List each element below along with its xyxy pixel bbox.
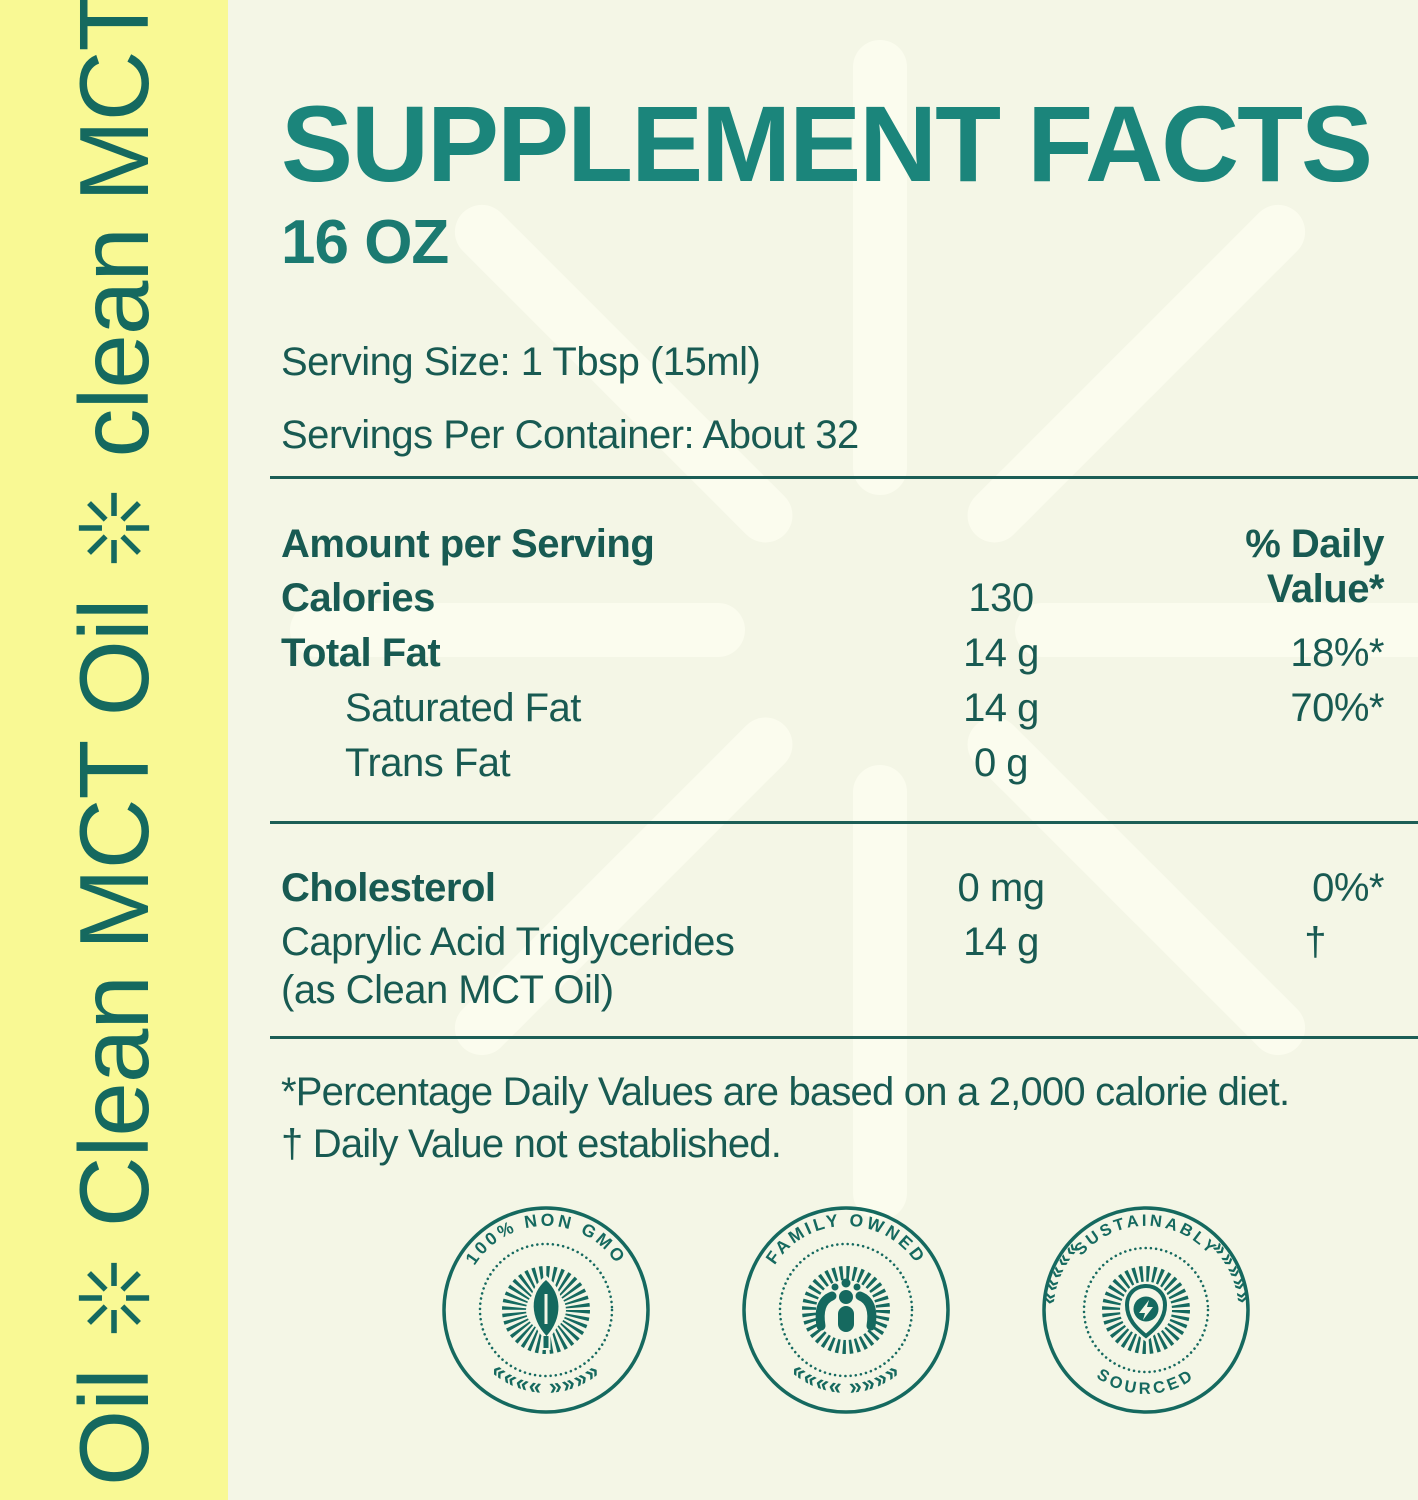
nutrient-amount: 130: [968, 576, 1034, 620]
brand-text-segment: Oil: [59, 1369, 169, 1486]
table-row: Saturated Fat 14 g 70%*: [281, 686, 1390, 731]
table-row: Total Fat 14 g 18%*: [281, 631, 1390, 676]
page-title: SUPPLEMENT FACTS: [281, 83, 1373, 204]
badge-label: 100% NON GMO: [461, 1210, 627, 1269]
table-row: Caprylic Acid Triglycerides (as Clean MCT…: [281, 920, 1390, 1013]
nutrient-dv: 18%*: [1290, 631, 1384, 675]
badge-label: FAMILY OWNED: [762, 1210, 928, 1268]
svg-text:SOURCED: SOURCED: [1094, 1365, 1199, 1397]
nutrient-name: Caprylic Acid Triglycerides (as Clean MCT…: [281, 920, 1390, 1013]
sun-icon: [78, 493, 150, 564]
servings-per-container-line: Servings Per Container: About 32: [281, 413, 859, 457]
nutrient-dv: 0%*: [1312, 866, 1384, 910]
non-gmo-badge: 100% NON GMO «««« »»»»: [442, 1206, 650, 1414]
serving-size-line: Serving Size: 1 Tbsp (15ml): [281, 340, 761, 384]
nutrient-amount: 14 g: [963, 631, 1039, 675]
family-owned-badge: FAMILY OWNED «««« »»»»: [742, 1206, 950, 1414]
badge-label-top: SUSTAINABLY: [1071, 1212, 1218, 1259]
brand-stripe: Oil Clean MCT Oil clean MCT: [0, 0, 228, 1500]
footnote-dagger: † Daily Value not established.: [281, 1122, 782, 1166]
sustainably-sourced-badge: SUSTAINABLY SOURCED ««««« »»»»»: [1040, 1206, 1252, 1414]
vertical-brand-text: Oil Clean MCT Oil clean MCT: [0, 0, 228, 1500]
nutrient-name: Total Fat: [281, 631, 441, 675]
daily-value-header: % Daily Value*: [1245, 522, 1384, 611]
nutrient-amount: 14 g: [963, 686, 1039, 730]
laurel-decoration: »»»»»: [1207, 1237, 1252, 1306]
divider: [270, 476, 1418, 479]
table-row: Cholesterol 0 mg 0%*: [281, 866, 1390, 911]
amount-per-serving-header: Amount per Serving: [281, 522, 655, 566]
lightning-icon: [1120, 1281, 1172, 1342]
laurel-decoration: «««« »»»»: [787, 1357, 904, 1400]
table-row: Trans Fat 0 g: [281, 741, 1390, 786]
size-label: 16 OZ: [281, 208, 449, 277]
svg-text:SUSTAINABLY: SUSTAINABLY: [1071, 1212, 1221, 1259]
laurel-decoration: «««« »»»»: [487, 1357, 604, 1400]
nutrient-amount: 0 mg: [957, 866, 1045, 910]
nutrient-amount: 0 g: [973, 741, 1029, 785]
divider: [270, 1036, 1418, 1039]
svg-text:FAMILY OWNED: FAMILY OWNED: [762, 1210, 931, 1268]
badge-label-bottom: SOURCED: [1094, 1365, 1195, 1397]
brand-text-segment: clean MCT: [59, 0, 169, 458]
sun-icon: [78, 1263, 150, 1334]
divider: [270, 821, 1418, 824]
footnote-daily-values: *Percentage Daily Values are based on a …: [281, 1070, 1290, 1114]
table-row: Calories 130: [281, 576, 1390, 621]
family-icon: [815, 1278, 877, 1340]
nutrient-name: Trans Fat: [345, 741, 511, 785]
nutrient-name-line2: (as Clean MCT Oil): [281, 968, 614, 1012]
leaf-icon: [526, 1275, 566, 1350]
certification-badges: 100% NON GMO «««« »»»» FAMILY OWNED ««««…: [440, 1204, 1252, 1416]
nutrient-name: Cholesterol: [281, 866, 496, 910]
nutrient-dv: †: [1304, 920, 1326, 964]
svg-text:«««« »»»»: «««« »»»»: [787, 1357, 905, 1400]
svg-text:100% NON GMO: 100% NON GMO: [461, 1210, 630, 1269]
nutrient-dv: 70%*: [1290, 686, 1384, 730]
table-header-row: Amount per Serving % Daily Value*: [281, 522, 1390, 611]
svg-text:«««««: «««««: [1040, 1237, 1085, 1306]
nutrient-name: Saturated Fat: [345, 686, 581, 730]
svg-text:»»»»»: »»»»»: [1207, 1237, 1252, 1306]
nutrient-name: Calories: [281, 576, 435, 620]
nutrient-amount: 14 g: [963, 920, 1039, 964]
brand-text-segment: Clean MCT Oil: [59, 599, 169, 1228]
laurel-decoration: «««««: [1040, 1237, 1084, 1306]
svg-text:«««« »»»»: «««« »»»»: [487, 1357, 605, 1400]
nutrient-name-line1: Caprylic Acid Triglycerides: [281, 920, 735, 964]
